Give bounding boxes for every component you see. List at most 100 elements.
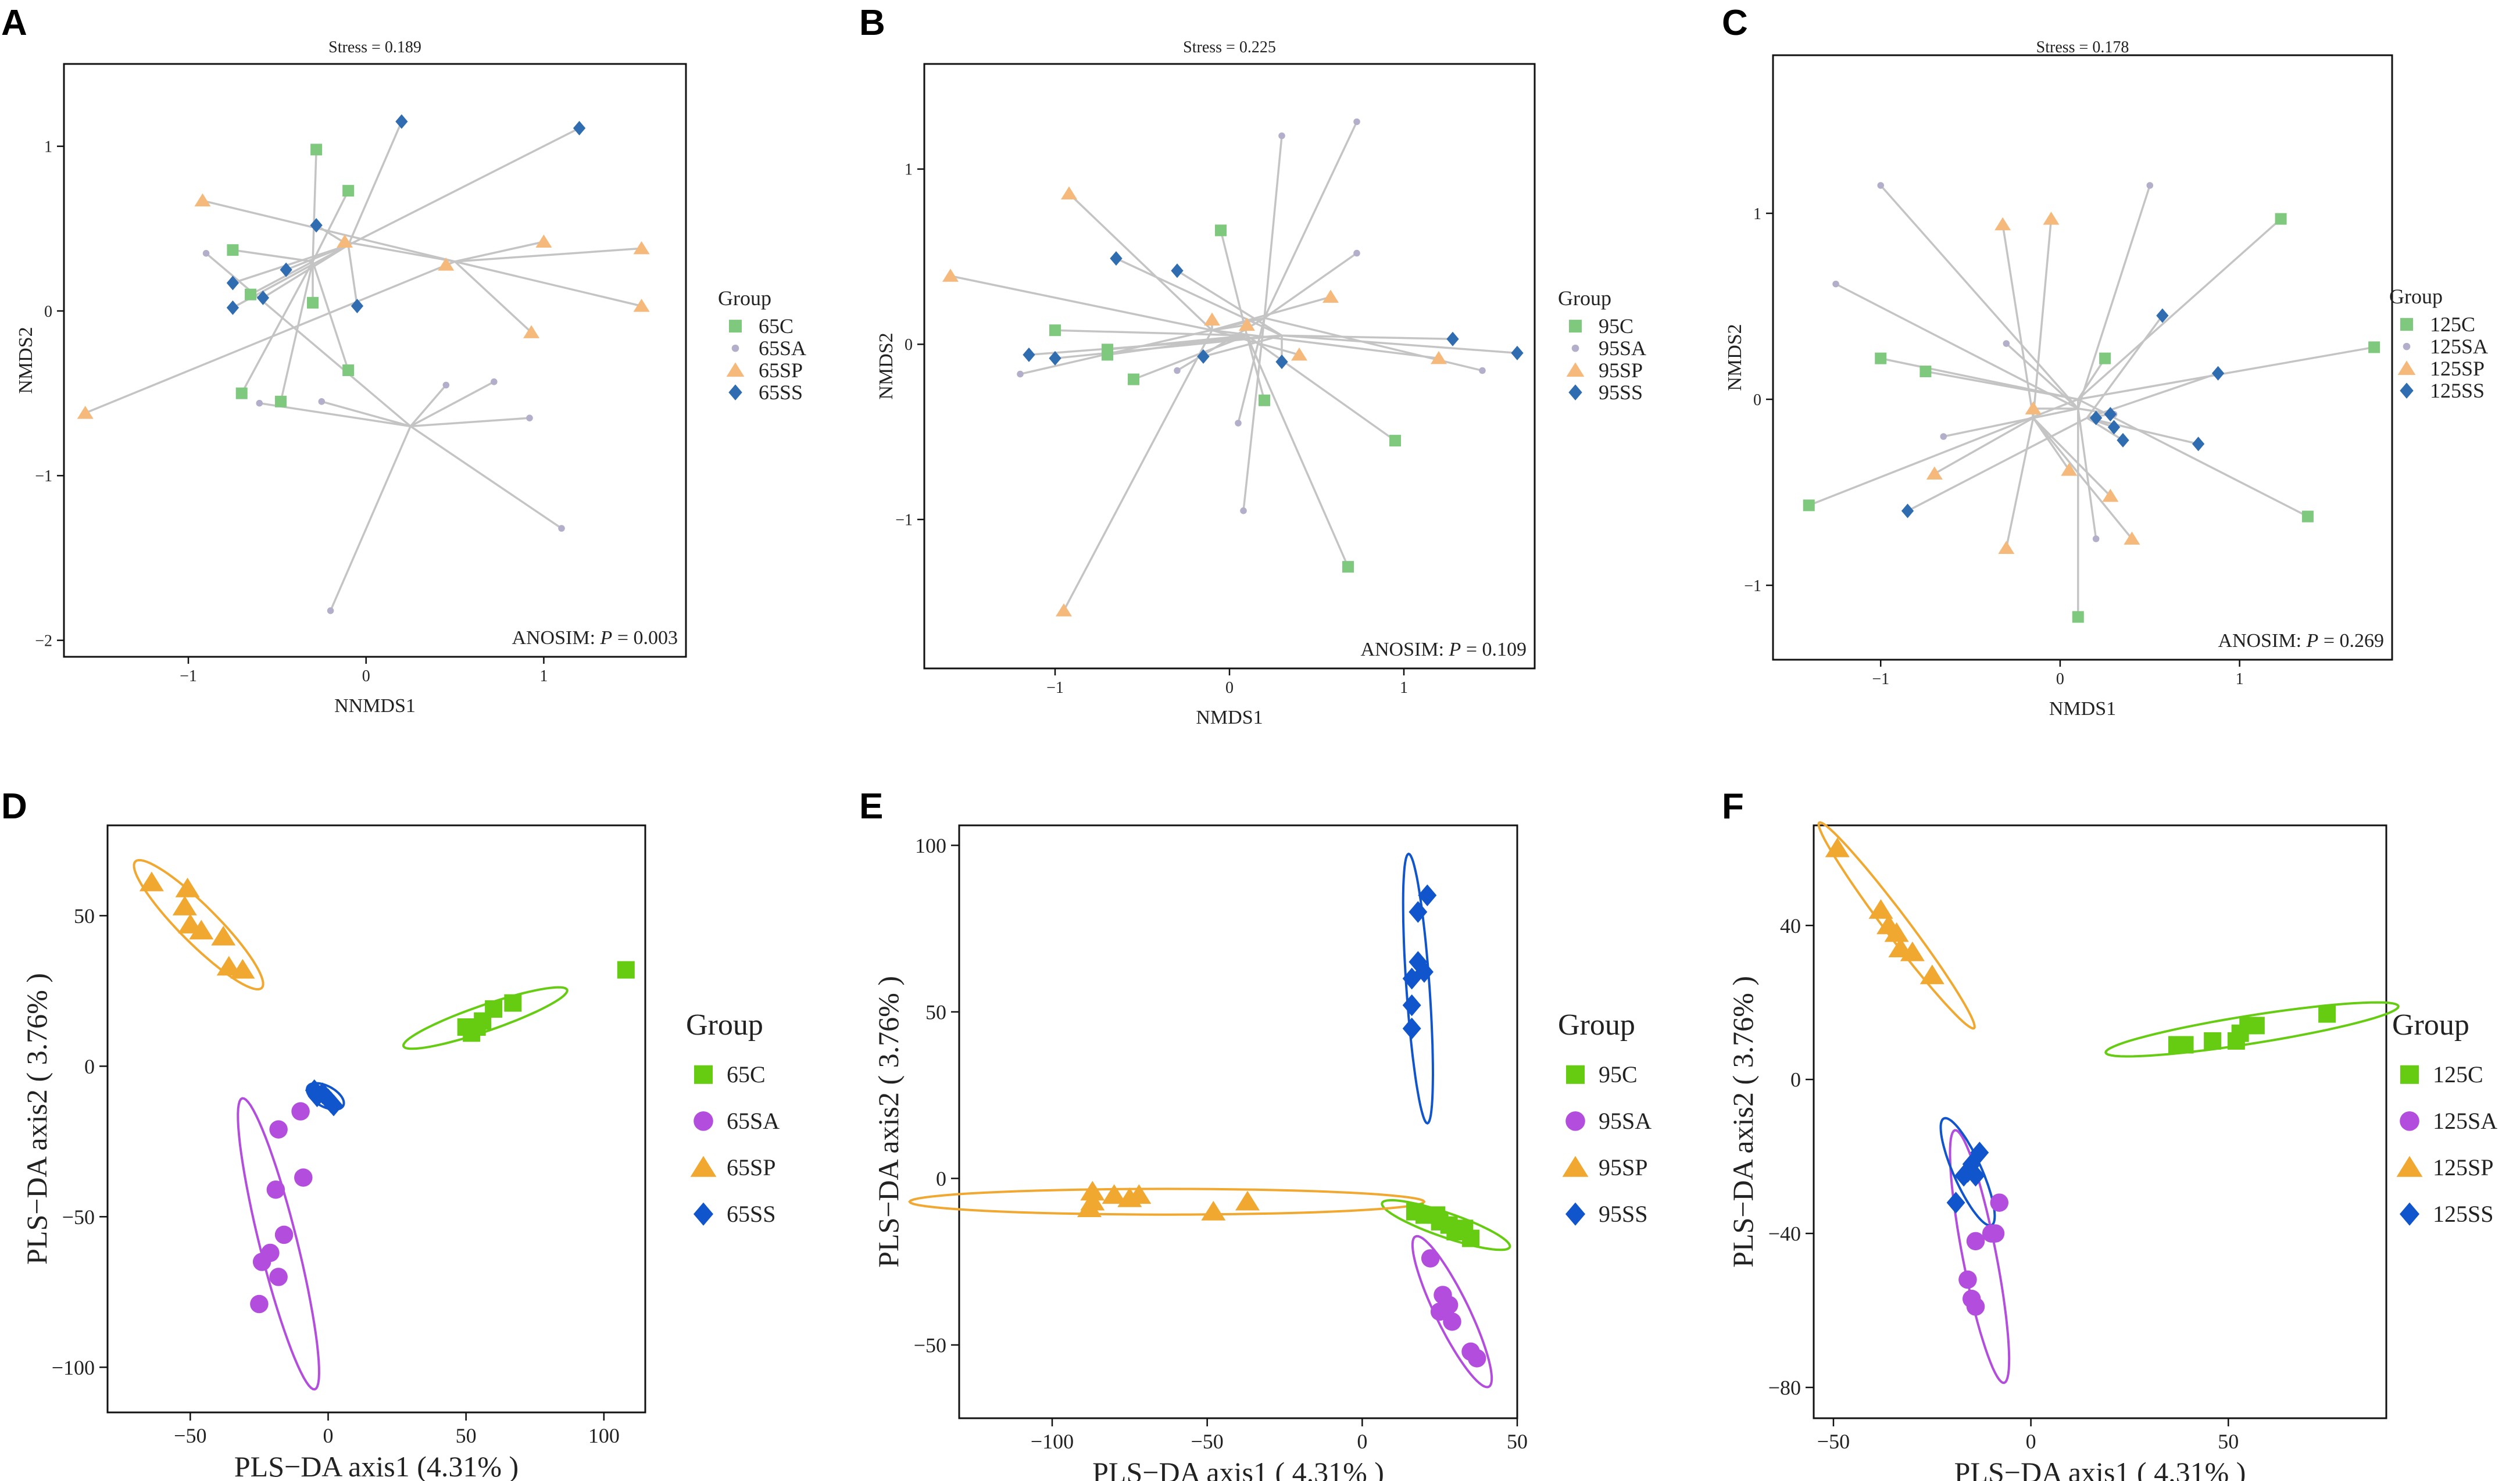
point-125SP bbox=[1884, 922, 1909, 942]
ellipse-95SA bbox=[1411, 1235, 1493, 1389]
anosim-value: = 0.003 bbox=[612, 627, 678, 649]
legend-key-125SS bbox=[2400, 1202, 2419, 1226]
point-65C bbox=[617, 961, 635, 979]
x-axis-label: NNMDS1 bbox=[334, 695, 416, 717]
panel-letter: B bbox=[859, 3, 885, 43]
legend-label-95SS: 95SS bbox=[1599, 381, 1643, 404]
segment-95C bbox=[1133, 334, 1248, 381]
legend-label-65C: 65C bbox=[759, 314, 793, 338]
y-tick-label: 0 bbox=[84, 1055, 95, 1078]
legend-title: Group bbox=[686, 1008, 763, 1042]
segment-125SP bbox=[2001, 224, 2035, 418]
anosim-prefix: ANOSIM: bbox=[1360, 639, 1449, 660]
x-tick-label: 1 bbox=[2236, 670, 2244, 688]
legend-label-65C: 65C bbox=[727, 1061, 766, 1088]
point-65SS bbox=[280, 262, 292, 277]
legend-key-65SS bbox=[728, 384, 742, 400]
x-tick-label: 1 bbox=[1400, 679, 1408, 697]
point-65SP bbox=[523, 325, 540, 338]
point-95C bbox=[1259, 394, 1270, 406]
legend-key-125C bbox=[2400, 1065, 2419, 1084]
legend-label-125C: 125C bbox=[2430, 313, 2475, 336]
point-65SA bbox=[266, 1180, 285, 1199]
point-95C bbox=[1102, 349, 1113, 361]
point-95SA bbox=[1353, 118, 1360, 126]
segment-125SA bbox=[2006, 342, 2079, 410]
segment-125SS bbox=[2086, 417, 2199, 445]
point-125SP bbox=[2124, 531, 2140, 545]
panel-A: A Stress = 0.189 −1 0 1 −2 −1 0 1 NNMDS1 NMDS2 ANOS… bbox=[1, 3, 806, 717]
point-125SS bbox=[2211, 366, 2225, 381]
point-95SP bbox=[1056, 603, 1072, 617]
legend-key-95SS bbox=[1568, 384, 1582, 400]
x-tick-label: 0 bbox=[323, 1424, 333, 1447]
legend: Group 65C 65SA 65SP 65SS bbox=[686, 1008, 780, 1227]
point-95SP bbox=[1235, 1190, 1260, 1211]
point-65SP bbox=[535, 234, 552, 248]
series-125SS bbox=[1901, 308, 2225, 518]
legend-key-65SP bbox=[690, 1156, 717, 1177]
x-tick-label: 0 bbox=[362, 667, 370, 685]
segment-95SP bbox=[1068, 192, 1213, 331]
point-95SS bbox=[1418, 884, 1437, 907]
point-125SS bbox=[2090, 410, 2103, 425]
x-tick-label: 50 bbox=[456, 1424, 477, 1447]
legend-label-95C: 95C bbox=[1599, 314, 1633, 338]
point-65C bbox=[310, 144, 323, 156]
segment-65SA bbox=[409, 384, 447, 427]
segment-125SS bbox=[2086, 314, 2164, 419]
point-65SP bbox=[172, 896, 197, 915]
panel-letter: C bbox=[1722, 3, 1748, 43]
segment-125C bbox=[1925, 370, 2079, 400]
point-65SA bbox=[327, 607, 334, 614]
segment-95C bbox=[1246, 335, 1349, 567]
segment-95C bbox=[1220, 230, 1248, 336]
segment-95SA bbox=[1263, 121, 1358, 319]
series-125SP bbox=[1926, 212, 2140, 554]
point-65SS bbox=[226, 300, 240, 315]
segment-65SP bbox=[454, 260, 532, 334]
segment-65SP bbox=[455, 260, 642, 307]
point-95SS bbox=[1023, 347, 1035, 362]
y-tick-label: 0 bbox=[905, 336, 913, 354]
point-125C bbox=[1920, 366, 1932, 377]
point-95SA bbox=[1235, 420, 1242, 427]
legend-key-95SA bbox=[1571, 344, 1579, 352]
legend-title: Group bbox=[1558, 287, 1611, 310]
legend-key-95C bbox=[1566, 1065, 1585, 1084]
legend-label-125SA: 125SA bbox=[2430, 335, 2488, 358]
segment-65SA bbox=[410, 417, 530, 428]
point-65SA bbox=[269, 1268, 288, 1286]
point-125C bbox=[2247, 1017, 2265, 1035]
x-axis-label: PLS−DA axis1 (4.31% ) bbox=[234, 1450, 519, 1481]
y-axis-label: NMDS2 bbox=[15, 327, 37, 393]
plot-frame bbox=[1772, 54, 2393, 661]
segment-65C bbox=[312, 149, 317, 262]
segment-65SS bbox=[347, 121, 403, 246]
segment-65C bbox=[280, 261, 314, 402]
segment-125C bbox=[2078, 346, 2375, 400]
point-125SP bbox=[1900, 941, 1925, 961]
y-tick-label: −80 bbox=[1768, 1376, 1801, 1400]
point-65SP bbox=[189, 920, 214, 940]
point-65SA bbox=[256, 399, 263, 407]
point-95SP bbox=[1201, 1200, 1226, 1221]
point-125C bbox=[2301, 510, 2314, 523]
point-95SP bbox=[1080, 1180, 1105, 1201]
y-tick-label: 0 bbox=[44, 303, 52, 321]
legend-label-95C: 95C bbox=[1599, 1061, 1638, 1088]
series-65SP bbox=[77, 193, 650, 419]
segment-95C bbox=[1246, 335, 1266, 401]
y-axis-label: NMDS2 bbox=[875, 332, 897, 399]
legend: Group 125C 125SA 125SP 125SS bbox=[2392, 1008, 2497, 1227]
x-axis-label: PLS−DA axis1 ( 4.31% ) bbox=[1092, 1456, 1384, 1481]
segment-125SS bbox=[1907, 417, 2088, 512]
legend-label-125SP: 125SP bbox=[2430, 357, 2485, 380]
point-65SA bbox=[491, 378, 498, 385]
x-tick-label: 50 bbox=[2218, 1430, 2239, 1453]
point-65SA bbox=[526, 414, 533, 421]
point-95SP bbox=[1077, 1197, 1102, 1217]
series-125SS bbox=[1946, 1142, 1989, 1214]
segment-65C bbox=[312, 261, 349, 371]
point-125C bbox=[2176, 1036, 2194, 1054]
